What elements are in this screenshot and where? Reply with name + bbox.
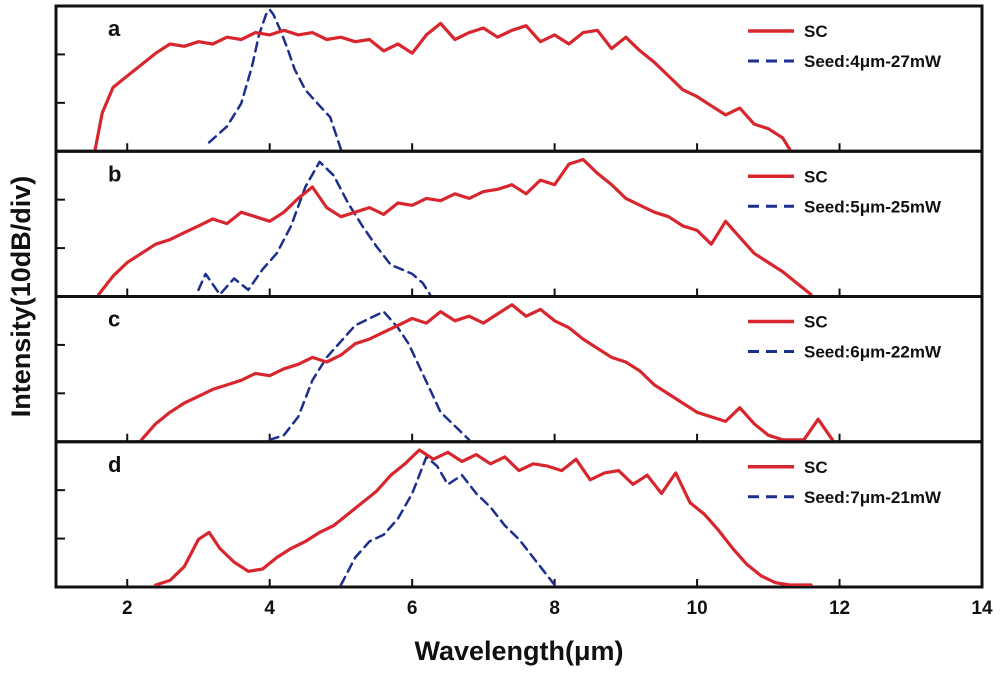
y-axis-title: Intensity(10dB/div) <box>6 176 36 418</box>
legend-seed-label: Seed:4μm-27mW <box>804 52 942 71</box>
legend-sc-label: SC <box>804 167 828 186</box>
x-tick-group: 2 4 6 8 10 12 14 <box>122 598 993 619</box>
panel-letter-b: b <box>108 161 121 186</box>
x-tick-label: 4 <box>264 598 275 619</box>
x-tick-label: 12 <box>829 598 850 619</box>
seed-series-line-a <box>207 8 343 151</box>
panel-frame <box>54 440 984 589</box>
x-tick-label: 2 <box>122 598 133 619</box>
x-tick-label: 8 <box>549 598 560 619</box>
x-tick-label: 14 <box>971 598 993 619</box>
seed-series-line-d <box>339 455 556 586</box>
panel-d: d SC Seed:7μm-21mW <box>54 440 984 589</box>
panel-letter-c: c <box>108 307 120 332</box>
sc-series-line-c <box>139 303 834 441</box>
x-axis-title: Wavelength(μm) <box>414 636 623 666</box>
panel-letter-d: d <box>108 452 121 477</box>
seed-series-line-c <box>268 310 471 441</box>
x-tick-label: 10 <box>687 598 708 619</box>
legend-seed-label: Seed:7μm-21mW <box>804 488 942 507</box>
panel-frame <box>54 295 984 444</box>
sc-series-line-b <box>97 157 813 296</box>
legend-seed-label: Seed:6μm-22mW <box>804 343 942 362</box>
legend-sc-label: SC <box>804 22 828 41</box>
sc-series-line-a <box>93 21 792 151</box>
panels-group: a SC Seed:4μm-27mW b SC Seed:5μm-25mW c SC Seed:… <box>54 4 984 589</box>
panel-b: b SC Seed:5μm-25mW <box>54 149 984 298</box>
x-tick-label: 6 <box>407 598 418 619</box>
sc-series-line-d <box>154 448 813 586</box>
panel-a: a SC Seed:4μm-27mW <box>54 4 984 153</box>
panel-c: c SC Seed:6μm-22mW <box>54 295 984 444</box>
panel-letter-a: a <box>108 16 121 41</box>
legend-seed-label: Seed:5μm-25mW <box>804 197 942 216</box>
seed-series-line-b <box>197 160 432 296</box>
panel-frame <box>54 149 984 298</box>
legend-sc-label: SC <box>804 313 828 332</box>
legend-sc-label: SC <box>804 458 828 477</box>
